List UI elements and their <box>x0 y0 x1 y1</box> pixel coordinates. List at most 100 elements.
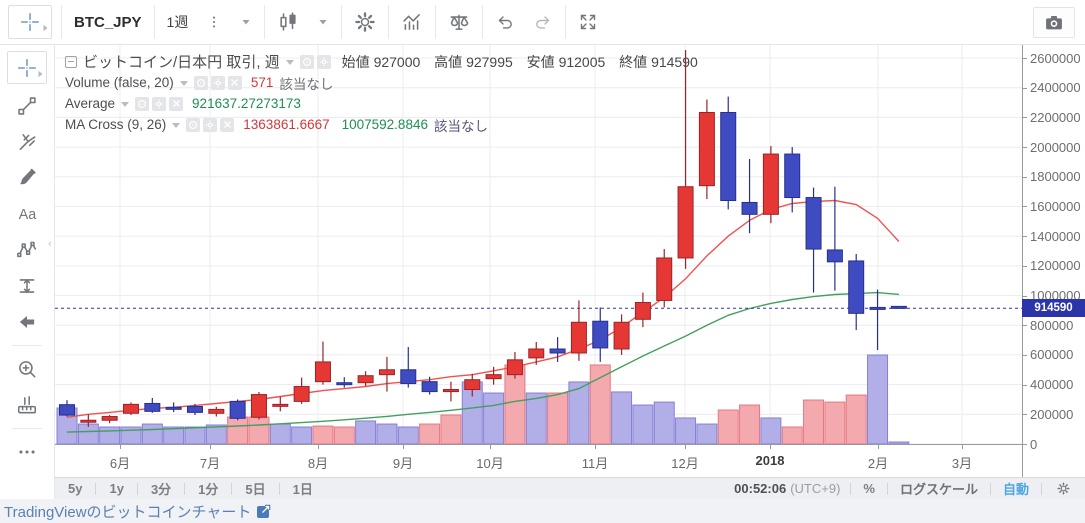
undo-button[interactable] <box>486 5 524 39</box>
chevron-down-icon[interactable] <box>121 102 130 107</box>
compare-button[interactable] <box>439 5 479 39</box>
axis-tick <box>1023 147 1027 149</box>
axis-tick <box>878 445 879 449</box>
range-1日[interactable]: 1日 <box>292 482 313 497</box>
pattern-tool[interactable] <box>7 232 47 268</box>
auto-scale-toggle[interactable]: 自動 <box>1002 482 1029 497</box>
chart-legend: ビットコイン/日本円 取引, 週 始値 927000 高値 927995 安値 … <box>65 51 708 135</box>
time-label-11月: 11月 <box>581 456 609 471</box>
toolbar-divider <box>12 345 42 346</box>
interval-button[interactable]: 1週 <box>158 5 198 39</box>
more-tools[interactable] <box>7 434 47 470</box>
settings-mini-icon[interactable] <box>210 75 225 90</box>
price-label-2600000: 2600000 <box>1030 50 1081 66</box>
chevron-right-icon[interactable] <box>37 65 44 83</box>
settings-mini-icon[interactable] <box>152 96 167 111</box>
toolbar-collapse-handle[interactable]: ‹ <box>48 238 52 250</box>
separator <box>231 482 233 495</box>
range-5日[interactable]: 5日 <box>245 482 266 497</box>
settings-mini-icon[interactable] <box>316 54 331 69</box>
axis-tick <box>1023 87 1027 89</box>
range-3分[interactable]: 3分 <box>150 482 172 497</box>
measure-icon <box>16 394 38 416</box>
log-scale-toggle[interactable]: ログスケール <box>899 482 978 497</box>
eye-icon[interactable] <box>135 96 150 111</box>
bottom-toolbar: 5y 1y 3分 1分 5日 1日 00:52:06 (UTC+9) % ログスケール 自… <box>55 477 1085 499</box>
legend-main-row: ビットコイン/日本円 取引, 週 始値 927000 高値 927995 安値 … <box>65 51 708 72</box>
compare-icon <box>448 11 470 33</box>
trend-line-tool[interactable] <box>7 88 47 124</box>
arrow-marker-tool[interactable] <box>7 304 47 340</box>
chart-style-caret-button[interactable] <box>308 5 338 39</box>
measure-tool[interactable] <box>7 387 47 423</box>
macross-study-title: MA Cross (9, 26) <box>65 117 167 132</box>
axis-tick <box>1023 414 1027 416</box>
chevron-right-icon[interactable] <box>42 19 49 37</box>
text-icon: Aa <box>16 203 38 225</box>
range-5y[interactable]: 5y <box>68 481 83 496</box>
brush-tool[interactable] <box>7 160 47 196</box>
bottom-right-controls: 00:52:06 (UTC+9) % ログスケール 自動 <box>724 479 1085 498</box>
legend-collapse-icon[interactable] <box>65 55 77 68</box>
chart-plot[interactable] <box>55 45 1022 444</box>
axis-tick <box>1023 58 1027 59</box>
eye-icon[interactable] <box>299 54 314 69</box>
tradingview-link[interactable]: TradingViewのビットコインチャート <box>4 501 272 522</box>
low-value: 912005 <box>558 53 606 70</box>
toolbar-separator <box>565 5 567 39</box>
axis-tick <box>595 445 596 449</box>
scale-settings-button[interactable] <box>1042 481 1085 496</box>
zoom-in-tool[interactable] <box>7 351 47 387</box>
symbol-button[interactable]: BTC_JPY <box>65 5 151 39</box>
time-label-7月: 7月 <box>199 456 221 471</box>
axis-tick <box>490 445 491 449</box>
range-1分[interactable]: 1分 <box>198 482 219 497</box>
external-link-icon <box>251 503 272 519</box>
interval-caret-button[interactable] <box>231 5 261 39</box>
axis-tick <box>403 445 404 449</box>
chevron-down-icon[interactable] <box>172 123 181 128</box>
crosshair-tool-button[interactable] <box>8 5 52 39</box>
redo-button[interactable] <box>524 5 562 39</box>
indicators-button[interactable] <box>392 5 432 39</box>
timezone-label[interactable]: (UTC+9) <box>790 481 841 496</box>
price-label-1200000: 1200000 <box>1030 258 1081 274</box>
price-label-2400000: 2400000 <box>1030 80 1081 96</box>
crosshair-icon <box>16 57 38 79</box>
trendline-icon <box>16 95 38 117</box>
snapshot-button[interactable] <box>1033 7 1075 38</box>
settings-button[interactable] <box>345 5 385 39</box>
fullscreen-button[interactable] <box>569 5 607 39</box>
price-axis[interactable]: 2600000 2400000 2200000 2000000 1800000 16000… <box>1022 45 1085 477</box>
chart-style-button[interactable] <box>268 5 308 39</box>
chevron-down-icon[interactable] <box>285 60 294 65</box>
pitchfork-tool[interactable] <box>7 124 47 160</box>
price-label-200000: 200000 <box>1030 406 1074 422</box>
crosshair-cursor-tool[interactable] <box>7 51 47 84</box>
clock[interactable]: 00:52:06 <box>734 481 787 496</box>
last-price-badge: 914590 <box>1022 299 1085 318</box>
close-icon[interactable] <box>227 75 242 90</box>
interval-menu-button[interactable] <box>197 5 231 39</box>
settings-mini-icon[interactable] <box>203 117 218 132</box>
percent-scale-toggle[interactable]: % <box>863 481 875 496</box>
chevron-down-icon[interactable] <box>179 81 188 86</box>
axis-tick <box>1023 384 1027 386</box>
text-tool[interactable]: Aa <box>7 196 47 232</box>
projection-tool[interactable] <box>7 268 47 304</box>
axis-tick <box>1023 117 1027 119</box>
eye-icon[interactable] <box>193 75 208 90</box>
zoom-in-icon <box>16 358 38 380</box>
undo-icon <box>495 12 515 32</box>
time-axis[interactable]: 6月 7月 8月 9月 10月 11月 12月 2018 2月 3月 <box>55 444 1022 477</box>
chart-canvas[interactable] <box>55 45 1022 444</box>
indicators-icon <box>401 11 423 33</box>
toolbar-separator <box>61 5 62 39</box>
eye-icon[interactable] <box>186 117 201 132</box>
close-icon[interactable] <box>169 96 184 111</box>
more-icon <box>16 441 38 463</box>
camera-icon <box>1043 12 1065 34</box>
close-icon[interactable] <box>220 117 235 132</box>
range-1y[interactable]: 1y <box>109 481 124 496</box>
macross-na-text: 該当なし <box>433 118 488 134</box>
